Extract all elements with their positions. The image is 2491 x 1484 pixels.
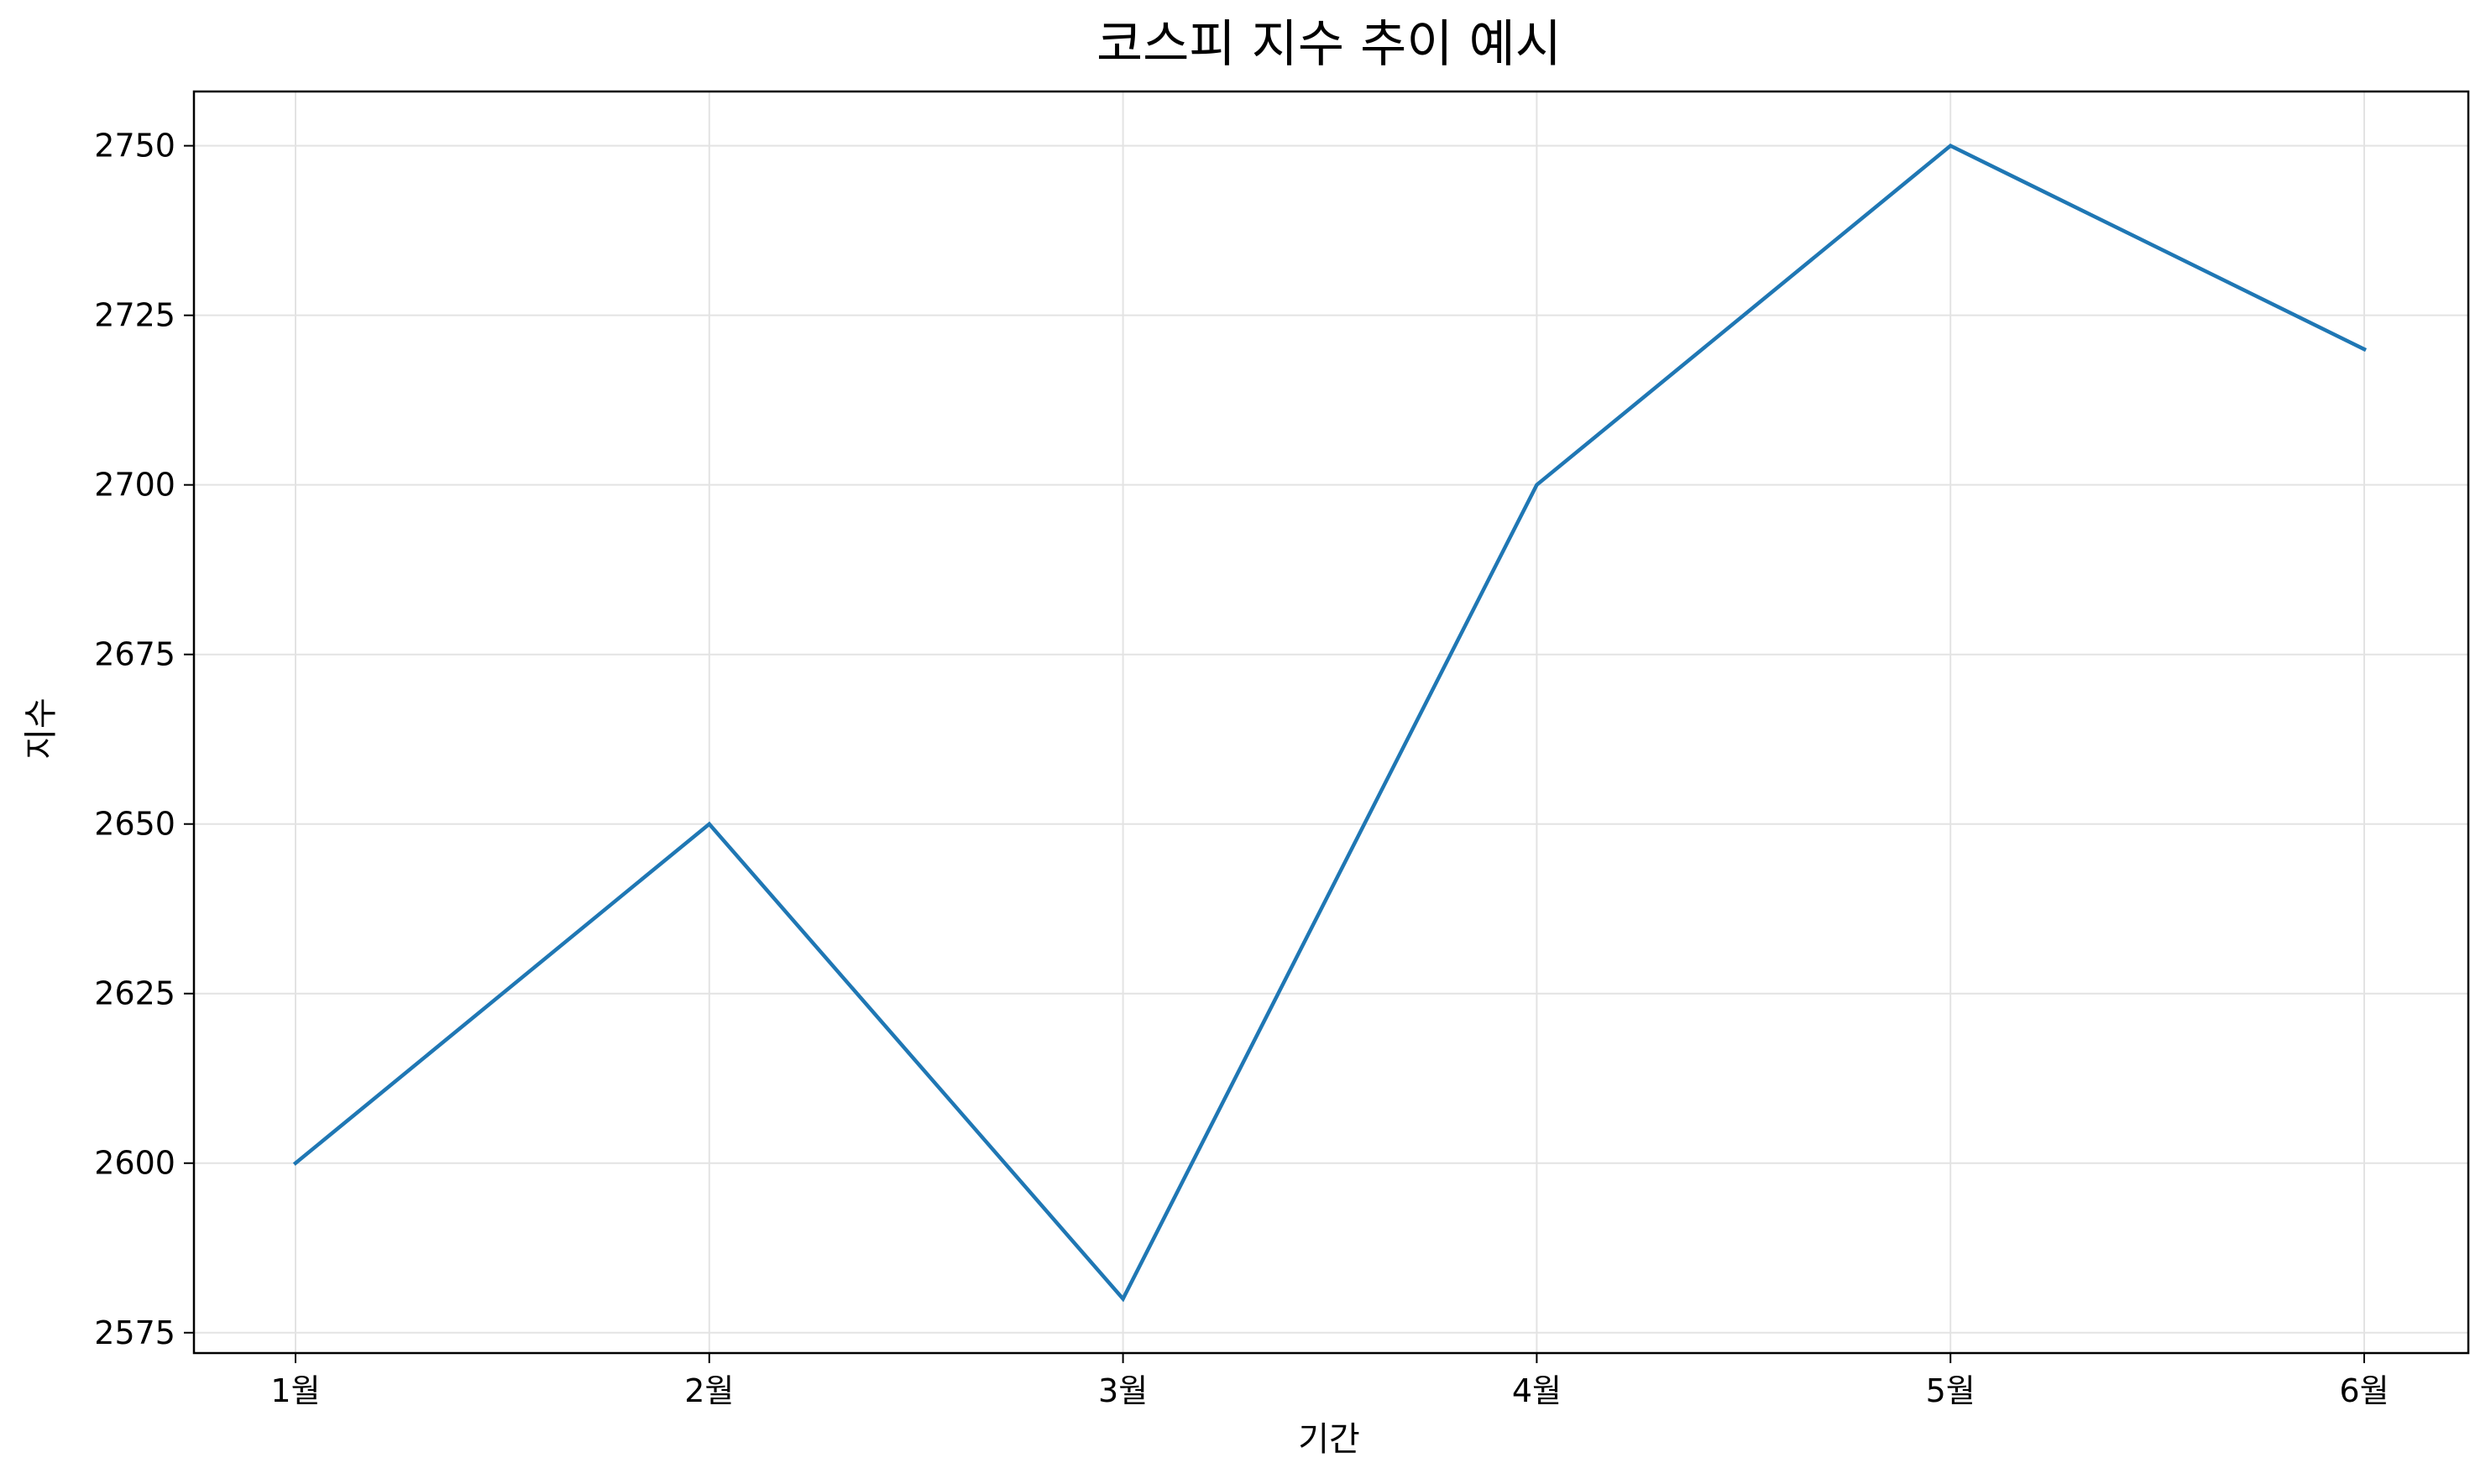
y-axis-title: 지수 bbox=[22, 698, 60, 760]
y-tick-label: 2675 bbox=[94, 636, 175, 673]
y-tick-label: 2600 bbox=[94, 1145, 175, 1182]
series-layer bbox=[292, 143, 2368, 1303]
x-axis: 1월 2월 3월 4월 5월 6월 bbox=[270, 1353, 2389, 1409]
y-axis: 2575 2600 2625 2650 2675 2700 2725 2750 bbox=[94, 128, 194, 1351]
x-tick-label: 2월 bbox=[684, 1372, 734, 1409]
plot-area-frame bbox=[192, 90, 2470, 1355]
x-tick-label: 4월 bbox=[1512, 1372, 1562, 1409]
y-tick-label: 2700 bbox=[94, 467, 175, 504]
x-tick-label: 5월 bbox=[1926, 1372, 1976, 1409]
x-tick-label: 1월 bbox=[270, 1372, 320, 1409]
chart-title: 코스피 지수 추이 예시 bbox=[1096, 15, 1562, 74]
y-tick-label: 2650 bbox=[94, 806, 175, 843]
y-tick-label: 2750 bbox=[94, 128, 175, 165]
y-tick-label: 2575 bbox=[94, 1314, 175, 1351]
x-tick-label: 6월 bbox=[2339, 1372, 2389, 1409]
grid bbox=[194, 91, 2468, 1353]
y-tick-label: 2625 bbox=[94, 975, 175, 1012]
series-line bbox=[292, 143, 2368, 1303]
x-axis-title: 기간 bbox=[1298, 1420, 1360, 1459]
y-tick-label: 2725 bbox=[94, 297, 175, 334]
x-tick-label: 3월 bbox=[1098, 1372, 1148, 1409]
